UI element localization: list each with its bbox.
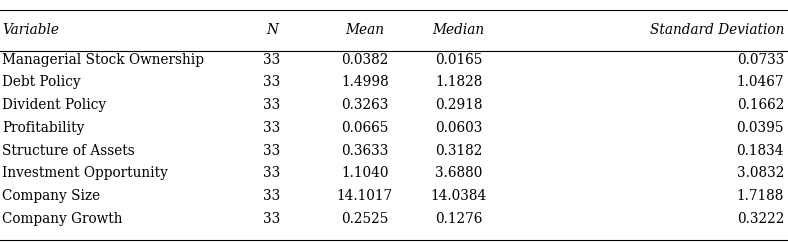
Text: 1.4998: 1.4998: [341, 75, 388, 90]
Text: 33: 33: [263, 212, 281, 226]
Text: 0.1834: 0.1834: [737, 143, 784, 158]
Text: 0.2918: 0.2918: [435, 98, 482, 112]
Text: 3.0832: 3.0832: [737, 166, 784, 180]
Text: 0.0395: 0.0395: [737, 121, 784, 135]
Text: 0.3222: 0.3222: [737, 212, 784, 226]
Text: 1.1040: 1.1040: [341, 166, 388, 180]
Text: Variable: Variable: [2, 23, 59, 38]
Text: Mean: Mean: [345, 23, 385, 38]
Text: Median: Median: [433, 23, 485, 38]
Text: N: N: [266, 23, 278, 38]
Text: Standard Deviation: Standard Deviation: [649, 23, 784, 38]
Text: Company Size: Company Size: [2, 189, 101, 203]
Text: Managerial Stock Ownership: Managerial Stock Ownership: [2, 53, 204, 67]
Text: Structure of Assets: Structure of Assets: [2, 143, 135, 158]
Text: 33: 33: [263, 143, 281, 158]
Text: 0.0382: 0.0382: [341, 53, 388, 67]
Text: 33: 33: [263, 189, 281, 203]
Text: 33: 33: [263, 53, 281, 67]
Text: 1.0467: 1.0467: [737, 75, 784, 90]
Text: 33: 33: [263, 75, 281, 90]
Text: 3.6880: 3.6880: [435, 166, 482, 180]
Text: 14.0384: 14.0384: [430, 189, 487, 203]
Text: Profitability: Profitability: [2, 121, 85, 135]
Text: 1.7188: 1.7188: [737, 189, 784, 203]
Text: 0.3182: 0.3182: [435, 143, 482, 158]
Text: Divident Policy: Divident Policy: [2, 98, 106, 112]
Text: 0.3263: 0.3263: [341, 98, 388, 112]
Text: Debt Policy: Debt Policy: [2, 75, 81, 90]
Text: 33: 33: [263, 98, 281, 112]
Text: 0.1276: 0.1276: [435, 212, 482, 226]
Text: 0.0665: 0.0665: [341, 121, 388, 135]
Text: 0.1662: 0.1662: [737, 98, 784, 112]
Text: Company Growth: Company Growth: [2, 212, 123, 226]
Text: 0.3633: 0.3633: [341, 143, 388, 158]
Text: 14.1017: 14.1017: [336, 189, 393, 203]
Text: 1.1828: 1.1828: [435, 75, 482, 90]
Text: 0.0733: 0.0733: [737, 53, 784, 67]
Text: 0.2525: 0.2525: [341, 212, 388, 226]
Text: Investment Opportunity: Investment Opportunity: [2, 166, 169, 180]
Text: 0.0165: 0.0165: [435, 53, 482, 67]
Text: 0.0603: 0.0603: [435, 121, 482, 135]
Text: 33: 33: [263, 121, 281, 135]
Text: 33: 33: [263, 166, 281, 180]
